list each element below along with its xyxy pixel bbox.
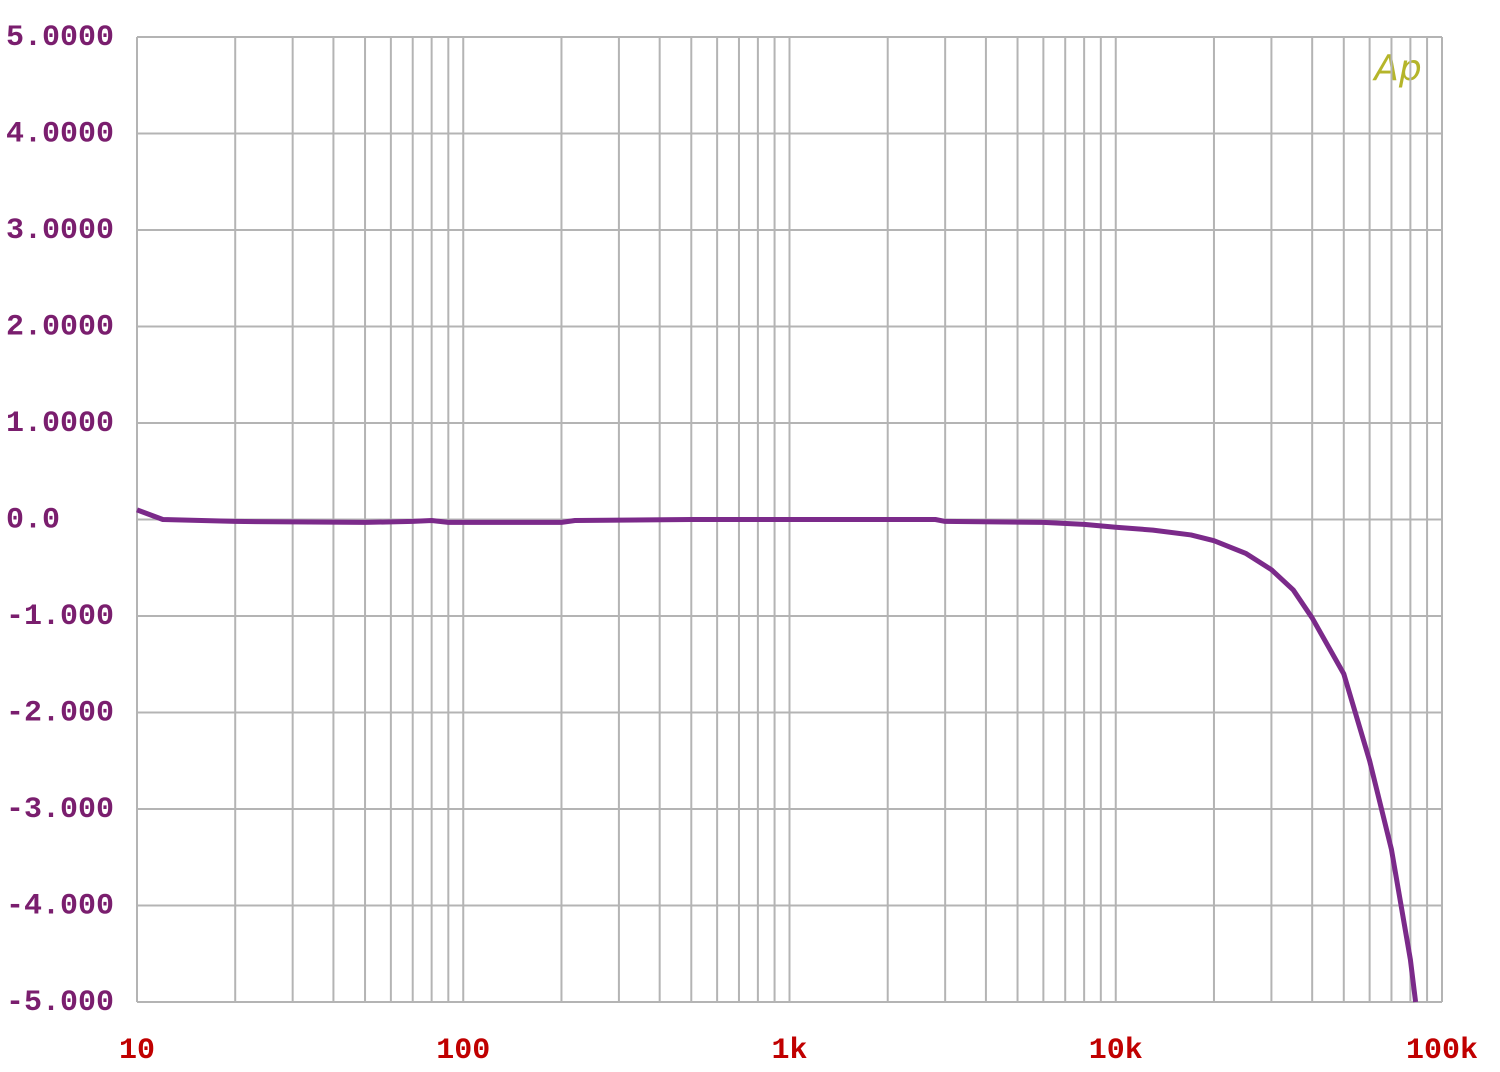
series-line [136,507,1419,1003]
y-tick-label: 5.0000 [6,21,114,55]
x-tick-label: 1k [771,1034,807,1068]
y-tick-label: -4.000 [6,889,114,923]
logo: Ap [1372,48,1421,89]
x-tick-label: 10k [1089,1034,1143,1068]
x-tick-label: 100 [436,1034,490,1068]
y-tick-label: 4.0000 [6,117,114,151]
x-tick-label: 10 [119,1034,155,1068]
y-tick-label: 1.0000 [6,407,114,441]
y-tick-label: 2.0000 [6,310,114,344]
y-tick-label: 3.0000 [6,214,114,248]
y-tick-label: 0.0 [6,503,60,537]
y-tick-label: -2.000 [6,696,114,730]
x-tick-label: 100k [1406,1034,1478,1068]
y-tick-label: -1.000 [6,600,114,634]
y-tick-label: -3.000 [6,793,114,827]
y-tick-label: -5.000 [6,986,114,1020]
